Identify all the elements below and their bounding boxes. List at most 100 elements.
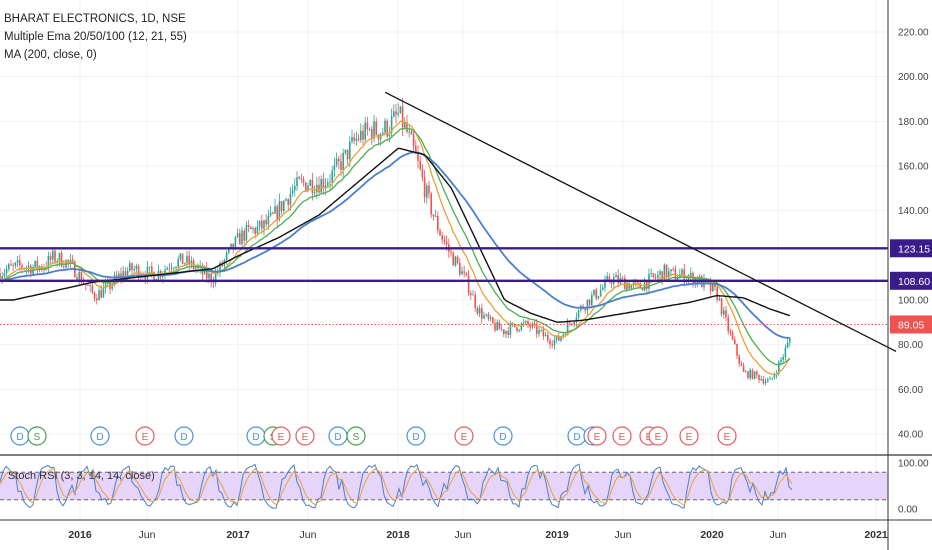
candle-body — [485, 314, 487, 316]
legend-ema[interactable]: Multiple Ema 20/50/100 (12, 21, 55) — [4, 31, 187, 43]
candle-body — [749, 369, 751, 379]
event-marker-circle[interactable] — [346, 426, 366, 446]
event-markers[interactable]: DSDEDDSEEDSDEDDDEEEEEE — [10, 426, 737, 446]
candle-body — [415, 145, 417, 154]
candle-body — [676, 278, 679, 280]
candle-body — [637, 282, 639, 284]
candle-body — [558, 336, 560, 341]
candle-body — [437, 215, 439, 231]
candle-body — [729, 331, 732, 333]
candle-body — [118, 273, 120, 277]
trendline[interactable] — [384, 91, 897, 352]
candle-body — [610, 281, 613, 284]
candle-body — [120, 273, 122, 278]
event-marker-split[interactable]: S — [346, 426, 366, 446]
event-marker-earnings[interactable]: E — [612, 426, 632, 446]
price-badges: 123.15 108.60 89.05 — [890, 239, 932, 334]
event-marker-earnings[interactable]: E — [454, 426, 474, 446]
event-marker-dividend[interactable]: D — [174, 426, 194, 446]
event-marker-dividend[interactable]: D — [493, 426, 513, 446]
candle-body — [302, 179, 305, 183]
event-marker-earnings[interactable]: E — [135, 426, 155, 446]
event-marker-earnings[interactable]: E — [679, 426, 699, 446]
horizontal-levels[interactable] — [0, 247, 888, 325]
event-marker-circle[interactable] — [271, 426, 291, 446]
candle-body — [344, 149, 347, 153]
legend-ma[interactable]: MA (200, close, 0) — [4, 49, 97, 61]
event-marker-dividend[interactable]: D — [90, 426, 110, 446]
event-marker-dividend[interactable]: D — [567, 426, 587, 446]
event-marker-letter: E — [619, 432, 626, 443]
candle-body — [751, 369, 754, 379]
event-marker-earnings[interactable]: E — [587, 426, 607, 446]
candle-body — [489, 317, 492, 319]
event-marker-circle[interactable] — [493, 426, 513, 446]
candle-body — [342, 152, 344, 170]
candle-body — [441, 235, 443, 240]
event-marker-circle[interactable] — [454, 426, 474, 446]
candle-body — [98, 290, 100, 301]
candle-body — [384, 120, 386, 133]
candle-body — [289, 193, 292, 205]
candle-body — [258, 220, 261, 227]
candle-body — [742, 365, 745, 373]
candle-body — [670, 269, 672, 272]
candle-body — [67, 260, 69, 263]
event-marker-circle[interactable] — [135, 426, 155, 446]
event-marker-circle[interactable] — [174, 426, 194, 446]
x-tick-label: 2017 — [226, 529, 250, 541]
event-marker-split[interactable]: S — [27, 426, 47, 446]
event-marker-circle[interactable] — [612, 426, 632, 446]
candle-body — [3, 273, 6, 277]
event-marker-earnings[interactable]: E — [295, 426, 315, 446]
event-marker-circle[interactable] — [295, 426, 315, 446]
candle-body — [606, 276, 608, 280]
event-marker-dividend[interactable]: D — [246, 426, 266, 446]
candle-body — [234, 237, 237, 249]
candle-body — [738, 355, 740, 364]
candle-body — [320, 179, 322, 193]
candle-body — [5, 269, 8, 274]
legend-title[interactable]: BHARAT ELECTRONICS, 1D, NSE — [4, 13, 186, 25]
event-marker-circle[interactable] — [648, 426, 668, 446]
event-marker-circle[interactable] — [406, 426, 426, 446]
candle-body — [52, 250, 54, 260]
event-marker-circle[interactable] — [587, 426, 607, 446]
event-marker-earnings[interactable]: E — [271, 426, 291, 446]
y-tick-label: 160.00 — [898, 162, 929, 173]
event-marker-circle[interactable] — [679, 426, 699, 446]
candle-body — [463, 271, 465, 273]
event-marker-dividend[interactable]: D — [406, 426, 426, 446]
stoch-rsi-label[interactable]: Stoch RSI (3, 3, 14, 14, close) — [8, 470, 155, 482]
candle-body — [720, 298, 723, 315]
trendline-segment[interactable] — [384, 91, 897, 352]
x-tick-label: 2018 — [386, 529, 410, 541]
event-marker-circle[interactable] — [27, 426, 47, 446]
event-marker-circle[interactable] — [717, 426, 737, 446]
event-marker-letter: D — [96, 432, 103, 443]
event-marker-earnings[interactable]: E — [648, 426, 668, 446]
candle-body — [586, 299, 589, 311]
event-marker-dividend[interactable]: D — [328, 426, 348, 446]
candle-body — [247, 225, 250, 227]
candle-body — [714, 284, 716, 288]
event-marker-dividend[interactable]: D — [10, 426, 30, 446]
candle-body — [254, 228, 256, 234]
event-marker-earnings[interactable]: E — [717, 426, 737, 446]
candle-body — [661, 271, 663, 281]
candle-body — [628, 282, 630, 289]
y-tick-label: 220.00 — [898, 28, 929, 39]
candle-body — [474, 294, 476, 308]
event-marker-letter: S — [34, 432, 41, 443]
candle-body — [19, 260, 21, 266]
candle-body — [49, 256, 52, 260]
event-marker-letter: E — [686, 432, 693, 443]
candle-body — [467, 275, 470, 294]
event-marker-circle[interactable] — [90, 426, 110, 446]
candle-body — [461, 271, 463, 275]
candle-body — [362, 130, 364, 140]
candle-body — [278, 201, 281, 220]
event-marker-letter: E — [302, 432, 309, 443]
candle-body — [164, 269, 166, 275]
